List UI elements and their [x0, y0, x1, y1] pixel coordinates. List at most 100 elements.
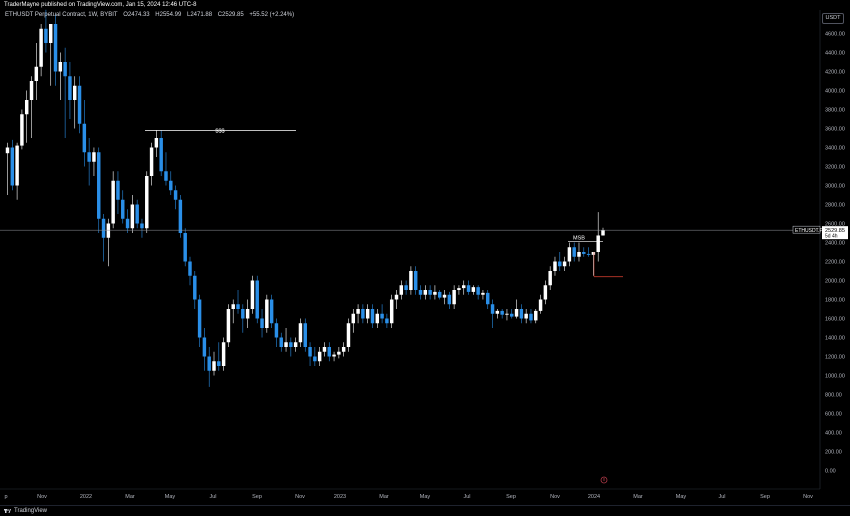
- legend-open: O2474.33: [123, 12, 150, 18]
- price-tick-label: 0.00: [825, 469, 836, 475]
- candle-down: [418, 290, 423, 295]
- price-tick-label: 400.00: [825, 431, 842, 437]
- time-tick-label: Nov: [37, 494, 47, 500]
- candle-down: [558, 261, 562, 267]
- legend-change: +55.52 (+2.24%): [249, 12, 295, 18]
- candle-up: [337, 351, 341, 355]
- footer-brand[interactable]: TradingView: [14, 508, 48, 514]
- candle-down: [63, 62, 67, 77]
- time-tick-label: Nov: [295, 494, 305, 500]
- candle-up: [543, 285, 548, 300]
- price-tick-label: 3800.00: [825, 108, 845, 114]
- candle-up: [442, 294, 447, 298]
- candle-up: [111, 180, 115, 224]
- candle-down: [361, 309, 365, 319]
- time-tick-label: Sep: [506, 494, 516, 500]
- price-tick-label: 1800.00: [825, 298, 845, 304]
- candle-down: [197, 299, 202, 338]
- candle-down: [236, 304, 240, 309]
- candle-up: [538, 299, 543, 311]
- candle-down: [274, 323, 279, 338]
- candle-up: [505, 313, 509, 315]
- candle-up: [284, 342, 288, 347]
- price-tick-label: 600.00: [825, 412, 842, 418]
- candle-down: [303, 323, 307, 347]
- candles: [5, 9, 605, 387]
- candle-up: [548, 271, 552, 286]
- price-tick-label: 200.00: [825, 450, 842, 456]
- candle-down: [437, 291, 442, 298]
- candle-down: [241, 309, 245, 319]
- legend-close: C2529.85: [217, 12, 244, 18]
- candle-up: [154, 138, 159, 148]
- time-tick-label: 2022: [80, 494, 92, 500]
- candle-down: [193, 275, 197, 300]
- candle-up: [92, 152, 96, 162]
- price-tick-label: 1200.00: [825, 355, 845, 361]
- candle-down: [380, 313, 384, 319]
- candle-up: [567, 247, 572, 262]
- price-tick-label: 4000.00: [825, 89, 845, 95]
- candle-up: [212, 361, 216, 371]
- candle-down: [77, 85, 82, 124]
- candle-up: [39, 28, 43, 67]
- legend-high: H2554.99: [155, 12, 182, 18]
- price-tick-label: 3200.00: [825, 165, 845, 171]
- time-tick-label: Jul: [463, 494, 470, 500]
- levels: $$$ MSB: [145, 128, 623, 278]
- price-tick-label: 4200.00: [825, 70, 845, 76]
- candle-up: [221, 342, 226, 366]
- candle-down: [486, 292, 490, 305]
- candle-up: [48, 24, 53, 43]
- candle-up: [433, 291, 437, 295]
- candle-down: [519, 309, 524, 319]
- candle-up: [577, 252, 581, 257]
- candle-up: [24, 100, 29, 115]
- candle-down: [159, 138, 163, 172]
- candle-up: [524, 313, 528, 319]
- time-tick-label: 2024: [588, 494, 600, 500]
- candle-down: [404, 285, 408, 290]
- candle-up: [145, 176, 149, 229]
- liquidity-label: $$$: [215, 128, 224, 134]
- event-marker-icon: [600, 476, 608, 484]
- candle-down: [44, 28, 48, 43]
- legend-symbol[interactable]: ETHUSDT Perpetual Contract, 1W, BYBIT: [5, 12, 118, 18]
- candle-down: [178, 199, 183, 233]
- price-chart[interactable]: 4600.00 4400.00 4200.00 4000.00 3800.00 3600.…: [0, 0, 850, 505]
- candle-down: [116, 180, 120, 200]
- price-tick-label: 1400.00: [825, 336, 845, 342]
- candle-up: [317, 351, 322, 362]
- last-price-label: 2529.85: [825, 228, 845, 234]
- candle-down: [135, 204, 139, 224]
- candle-up: [106, 223, 111, 238]
- time-tick-label: Jul: [718, 494, 725, 500]
- candle-up: [34, 66, 39, 81]
- candle-up: [29, 81, 34, 100]
- candle-down: [572, 247, 576, 257]
- candle-down: [101, 218, 106, 238]
- candle-down: [500, 310, 504, 315]
- candle-up: [58, 62, 63, 72]
- candle-down: [313, 356, 317, 362]
- symbol-price-tag-label: ETHUSDT.P: [795, 228, 823, 234]
- candle-up: [534, 310, 538, 321]
- candle-up: [471, 287, 476, 292]
- candle-down: [385, 318, 389, 324]
- candle-up: [298, 323, 303, 343]
- candle-up: [562, 261, 567, 267]
- candle-down: [413, 271, 418, 290]
- candle-down: [586, 253, 591, 255]
- candle-up: [293, 342, 298, 347]
- price-axis[interactable]: 4600.00 4400.00 4200.00 4000.00 3800.00 3600.…: [825, 32, 845, 475]
- last-price-tag: [822, 226, 848, 240]
- time-axis[interactable]: p Nov 2022 Mar May Jul Sep Nov 2023 Mar May Jul Sep N…: [4, 494, 813, 500]
- candle-up: [375, 313, 380, 324]
- candle-down: [529, 313, 533, 321]
- currency-badge[interactable]: USDT: [822, 13, 844, 24]
- price-tick-label: 2000.00: [825, 279, 845, 285]
- tradingview-logo-icon: [4, 509, 11, 513]
- candle-down: [140, 223, 144, 229]
- price-tick-label: 2400.00: [825, 241, 845, 247]
- candle-down: [217, 361, 221, 366]
